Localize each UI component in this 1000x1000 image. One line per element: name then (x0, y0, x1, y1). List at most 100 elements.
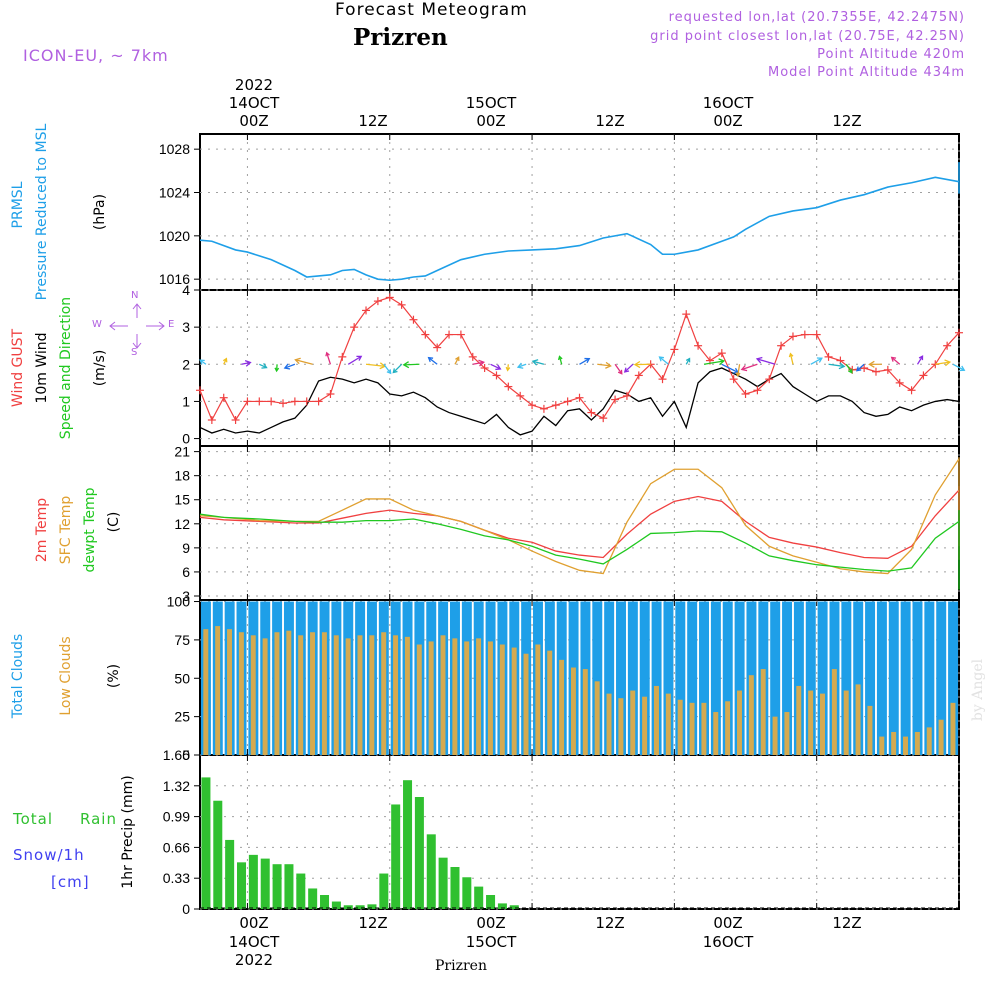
y-tick-label: 12 (174, 516, 190, 532)
low-cloud-bar (701, 702, 707, 755)
wind-direction-arrow-head (222, 357, 228, 363)
watermark: by Angel (970, 658, 986, 722)
low-cloud-bar (476, 638, 482, 755)
temp-unit: (C) (106, 511, 122, 533)
total-cloud-bar (734, 601, 745, 755)
info-line-1: requested lon,lat (20.7355E, 42.2475N) (668, 10, 965, 25)
rain-total-label: Total (13, 810, 54, 828)
precip-unit: 1hr Precip (mm) (120, 775, 136, 889)
rain-bar (272, 864, 282, 909)
total-cloud-bar (853, 601, 864, 755)
info-line-4: Model Point Altitude 434m (768, 65, 965, 80)
top-hour-3: 12Z (595, 112, 625, 130)
low-cloud-bar (950, 702, 956, 755)
sfc-temp-line (199, 457, 960, 575)
rain-bar (403, 780, 413, 909)
wind-direction-arrow-head (402, 361, 410, 369)
low-cloud-bar (487, 641, 493, 755)
top-date-14: 14OCT (228, 94, 280, 112)
wind-direction-arrow (517, 363, 527, 368)
wind-direction-arrow-head (386, 369, 392, 375)
wind-direction-arrow (916, 355, 924, 365)
wind-direction-arrow-head (755, 356, 763, 364)
rain-bar (450, 867, 460, 909)
low-cloud-bar (416, 644, 422, 755)
bottom-date-14: 14OCT (228, 933, 280, 951)
dewpt-label: dewpt Temp (82, 487, 98, 573)
total-cloud-bar (841, 601, 852, 755)
wind-direction-arrow (935, 361, 950, 365)
low-cloud-bar (582, 669, 588, 755)
wind-direction-arrow-head (685, 357, 691, 363)
low-cloud-bar (523, 653, 529, 755)
y-tick-label: 3 (182, 319, 190, 335)
low-cloud-bar (855, 684, 861, 755)
wind-direction-arrow (756, 358, 776, 365)
rain-bar (248, 854, 258, 909)
low-cloud-bar (535, 644, 541, 755)
rain-bar (497, 903, 507, 909)
y-tick-label: 1028 (159, 141, 190, 157)
rain-bar (296, 873, 306, 909)
rain-bar (284, 864, 294, 909)
snow-label: Snow/1h (13, 846, 85, 864)
rain-bar (462, 877, 472, 909)
pressure-label: Pressure Reduced to MSL (34, 123, 50, 301)
rain-bar (343, 905, 353, 909)
wind-direction-arrow-head (718, 358, 726, 366)
wind-direction-arrow-head (516, 362, 524, 369)
low-cloud-bar (215, 626, 221, 755)
wind-direction-arrow-head (325, 351, 330, 357)
rain-bar (486, 895, 496, 909)
wind-direction-arrow (624, 363, 634, 373)
rain-bar (391, 804, 401, 909)
y-tick-label: 2 (182, 356, 190, 372)
rain-bar (379, 873, 389, 909)
total-cloud-bar (900, 601, 911, 755)
low-cloud-bar (689, 702, 695, 755)
low-cloud-bar (820, 693, 825, 755)
rain-bar (260, 858, 270, 909)
low-cloud-bar (736, 690, 742, 755)
wind-direction-arrow (472, 361, 484, 365)
cloud-unit: (%) (106, 663, 122, 689)
low-cloud-bar (630, 690, 636, 755)
low-cloud-bar (274, 632, 280, 755)
wind-direction-arrow (737, 364, 741, 376)
low-cloud-bar (511, 647, 517, 755)
info-line-2: grid point closest lon,lat (20.75E, 42.2… (650, 29, 965, 44)
y-tick-label: 0.99 (163, 809, 190, 825)
total-cloud-bar (710, 601, 721, 755)
y-tick-label: 1.32 (163, 778, 190, 794)
wind-direction-arrow (614, 363, 623, 375)
low-cloud-bar (760, 669, 766, 755)
wind-direction-arrow-head (838, 362, 846, 370)
wind-speed-line (199, 367, 960, 436)
wind-direction-arrow-head (495, 364, 502, 371)
total-cloud-bar (924, 601, 935, 755)
low-cloud-bar (867, 705, 873, 755)
total-cloud-bar (805, 601, 816, 755)
total-clouds-label: Total Clouds (10, 633, 26, 719)
y-tick-label: 3 (182, 588, 190, 604)
low-cloud-bar (286, 630, 292, 755)
bottom-hour-2: 00Z (476, 914, 506, 932)
wind-direction-arrow (532, 360, 545, 365)
low-cloud-bar (606, 693, 612, 755)
rain-bar (201, 777, 211, 909)
bottom-hour-0: 00Z (239, 914, 269, 932)
top-title: Forecast Meteogram (335, 0, 528, 20)
rain-bar (426, 834, 436, 909)
panel-frame (199, 754, 960, 910)
low-cloud-bar (642, 696, 648, 755)
wind-direction-arrow-head (455, 356, 460, 362)
y-tick-label: 25 (174, 709, 190, 725)
y-tick-label: 100 (167, 594, 191, 610)
total-cloud-bar (817, 601, 828, 755)
rain-bar (414, 797, 424, 909)
footer-location: Prizren (435, 958, 487, 974)
bottom-year: 2022 (234, 951, 274, 969)
wind-direction-arrow (579, 358, 590, 365)
y-tick-label: 1024 (159, 185, 190, 201)
